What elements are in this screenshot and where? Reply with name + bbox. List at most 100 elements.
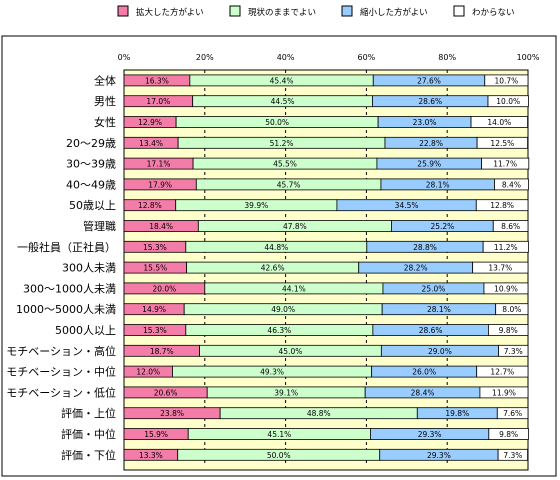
data-label: 28.2% <box>404 264 428 273</box>
category-label: 50歳以上 <box>69 199 116 212</box>
data-label: 49.0% <box>271 305 295 314</box>
data-label: 12.7% <box>490 368 514 377</box>
category-label: 30～39歳 <box>66 158 116 171</box>
bar-segment-4 <box>476 365 529 378</box>
data-label: 29.3% <box>418 430 442 439</box>
legend-label-1: 拡大した方がよい <box>136 7 204 18</box>
data-label: 34.5% <box>395 201 419 210</box>
data-label: 7.3% <box>503 451 522 460</box>
data-label: 17.1% <box>147 160 171 169</box>
data-label: 27.6% <box>417 76 441 85</box>
bar-segment-4 <box>494 178 529 191</box>
data-label: 8.4% <box>502 180 521 189</box>
data-label: 26.0% <box>412 368 436 377</box>
data-label: 12.8% <box>490 201 514 210</box>
data-label: 23.0% <box>413 118 437 127</box>
bar-segment-4 <box>476 136 528 149</box>
x-axis-ticks: 0% 20% 40% 60% 80% 100% <box>118 53 540 62</box>
x-tick-label: 20% <box>196 53 214 62</box>
category-label: モチベーション・高位 <box>6 344 116 358</box>
data-label: 25.0% <box>422 284 446 293</box>
category-label: 男性 <box>94 94 116 108</box>
bar-segment-4 <box>481 157 530 170</box>
x-tick-label: 80% <box>438 53 456 62</box>
data-label: 20.0% <box>152 284 176 293</box>
data-label: 44.5% <box>271 97 295 106</box>
x-tick-label: 60% <box>358 53 376 62</box>
data-label: 45.7% <box>277 180 301 189</box>
data-label: 23.8% <box>160 409 184 418</box>
bar-segment-4 <box>488 428 529 440</box>
x-tick-label: 40% <box>277 53 295 62</box>
data-label: 10.7% <box>494 76 518 85</box>
data-label: 39.1% <box>274 388 298 397</box>
data-label: 28.6% <box>418 97 442 106</box>
data-label: 12.9% <box>138 118 162 127</box>
data-label: 8.0% <box>502 305 521 314</box>
data-label: 20.6% <box>154 388 178 397</box>
legend-swatch-2 <box>229 5 241 17</box>
bar-segment-4 <box>496 407 529 420</box>
data-label: 15.3% <box>143 326 167 335</box>
data-label: 11.7% <box>493 160 517 169</box>
category-label: 一般社員（正社員） <box>17 240 116 254</box>
legend: 拡大した方がよい 現状のままでよい 縮小した方がよい わからない <box>117 5 515 18</box>
category-label: 管理職 <box>83 219 116 233</box>
data-label: 15.9% <box>144 430 168 439</box>
data-label: 49.3% <box>260 368 284 377</box>
data-label: 25.2% <box>430 222 454 231</box>
data-label: 28.4% <box>411 388 435 397</box>
data-label: 18.7% <box>150 347 174 356</box>
category-label: 300人未満 <box>62 262 116 275</box>
data-label: 13.7% <box>488 264 512 273</box>
bars: 16.3% 45.4% 27.6% 10.7% 17.0% 44.5% 28.6% 10.0%… <box>123 74 530 461</box>
data-label: 9.8% <box>499 430 518 439</box>
category-label: 20～29歳 <box>66 137 116 150</box>
legend-label-3: 縮小した方がよい <box>360 7 428 18</box>
data-label: 51.2% <box>270 139 294 148</box>
data-label: 39.9% <box>244 201 268 210</box>
bar-segment-4 <box>479 386 529 399</box>
legend-label-2: 現状のままでよい <box>248 7 316 18</box>
bar-segment-4 <box>488 324 529 336</box>
data-label: 14.0% <box>487 118 511 127</box>
data-label: 46.3% <box>267 326 291 335</box>
data-label: 13.3% <box>139 451 163 460</box>
category-label: 5000人以上 <box>55 324 116 337</box>
data-label: 47.8% <box>283 222 307 231</box>
data-label: 28.8% <box>413 243 437 252</box>
bar-segment-4 <box>492 220 529 232</box>
data-label: 22.8% <box>419 139 443 148</box>
data-label: 28.1% <box>427 305 451 314</box>
data-label: 17.9% <box>148 180 172 189</box>
data-label: 13.4% <box>139 139 163 148</box>
data-label: 28.6% <box>419 326 443 335</box>
data-label: 45.1% <box>267 430 291 439</box>
data-label: 18.4% <box>149 222 173 231</box>
data-label: 10.9% <box>494 284 518 293</box>
data-label: 12.8% <box>138 201 162 210</box>
data-label: 15.5% <box>143 264 167 273</box>
category-label: 評価・上位 <box>61 406 116 420</box>
data-label: 10.0% <box>496 97 520 106</box>
legend-swatch-3 <box>341 5 353 17</box>
bar-segment-4 <box>470 116 528 128</box>
bar-segment-4 <box>482 240 529 253</box>
data-label: 14.9% <box>142 305 166 314</box>
data-label: 29.3% <box>427 451 451 460</box>
data-label: 29.0% <box>428 347 452 356</box>
data-label: 44.8% <box>264 243 288 252</box>
data-label: 7.6% <box>503 409 522 418</box>
data-label: 45.0% <box>279 347 303 356</box>
category-label: モチベーション・中位 <box>6 365 116 379</box>
data-label: 11.9% <box>492 388 516 397</box>
bar-segment-4 <box>484 74 529 87</box>
bar-segment-4 <box>487 95 529 108</box>
bar-segment-4 <box>475 199 529 212</box>
category-label: 300～1000人未満 <box>23 282 116 295</box>
data-label: 44.1% <box>282 284 306 293</box>
bar-segment-4 <box>483 282 529 295</box>
data-label: 45.5% <box>273 160 297 169</box>
